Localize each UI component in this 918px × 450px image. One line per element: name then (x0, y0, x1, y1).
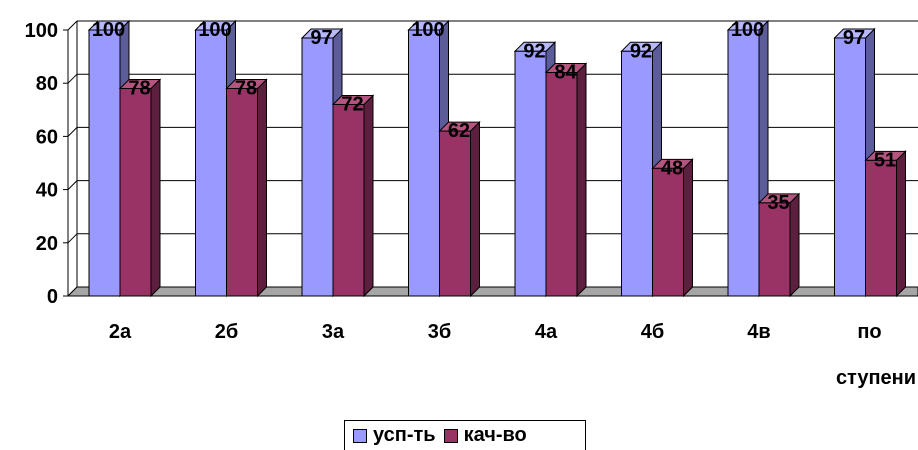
gridline-depth (67, 73, 78, 84)
legend: усп-ть кач-во (344, 420, 586, 450)
x-category-label: 4а (535, 321, 558, 343)
gridline-depth (67, 233, 78, 244)
bar-front (88, 29, 121, 297)
legend-label-series-1: кач-во (463, 424, 527, 446)
x-category-label: 2а (109, 321, 132, 343)
bar-front (119, 88, 152, 297)
legend-label-series-0: усп-ть (373, 424, 436, 446)
data-label-усп-ть-3б: 100 (411, 19, 444, 41)
bar-кач-во-2б (225, 78, 268, 298)
bar-side (257, 78, 267, 298)
x-category-label: 3а (322, 321, 345, 343)
gridline-depth (67, 180, 78, 190)
x-category-label: 3б (428, 321, 451, 343)
bar-front (408, 29, 440, 297)
chart-walls (67, 21, 78, 296)
bar-front (545, 72, 578, 297)
bar-side (789, 192, 800, 298)
data-label-кач-во-4а: 84 (554, 62, 577, 84)
y-axis-ticks: 0 20 40 60 80 100 (25, 20, 68, 308)
x-category-label: 2б (215, 321, 238, 343)
y-tick-label: 20 (36, 233, 58, 255)
gridline-depth (67, 20, 78, 31)
bar-side (576, 62, 587, 298)
bar-side (150, 78, 161, 298)
bar-front (652, 167, 684, 297)
x-axis-categories: 2а 2б 3а 3б 4а 4б 4в по ступени (109, 321, 916, 389)
data-label-кач-во-4в: 35 (767, 192, 789, 214)
bar-front (301, 37, 334, 297)
data-label-усп-ть-4в: 100 (731, 19, 764, 41)
bar-side (683, 158, 693, 298)
y-tick-label: 80 (36, 73, 58, 95)
legend-item-series-0: усп-ть (353, 424, 436, 447)
data-label-кач-во-2а: 78 (128, 78, 150, 100)
legend-swatch-series-0 (353, 428, 367, 443)
data-label-кач-во-3б: 62 (448, 120, 470, 142)
bar-front (621, 50, 653, 297)
bar-side (363, 94, 374, 298)
bar-front (758, 202, 791, 297)
y-tick-label: 40 (36, 180, 58, 202)
y-tick-label: 100 (25, 20, 58, 42)
bar-кач-во-2а (118, 78, 162, 298)
bar-front (834, 37, 866, 297)
x-category-label: 4в (747, 321, 770, 343)
bar-side (470, 120, 480, 298)
legend-swatch-series-1 (443, 428, 458, 443)
bar-кач-во-3а (331, 94, 375, 298)
bar-кач-во-4б (651, 158, 694, 298)
y-tick-label: 60 (36, 126, 58, 148)
data-label-усп-ть-2б: 100 (198, 19, 231, 41)
bar-front (865, 159, 897, 297)
data-label-усп-ть-2а: 100 (92, 19, 125, 41)
y-tick-label: 0 (47, 286, 58, 308)
data-label-усп-ть-4а: 92 (523, 40, 545, 62)
bars (87, 19, 907, 298)
bar-кач-во-4а (544, 62, 588, 298)
data-label-усп-ть-3а: 97 (310, 27, 332, 49)
data-label-кач-во-по ступени: 51 (874, 149, 896, 171)
bar-кач-во-по ступени (864, 150, 907, 298)
bar-front (514, 50, 547, 297)
bar-front (727, 29, 760, 297)
bar-front (195, 29, 227, 297)
data-label-кач-во-2б: 78 (235, 78, 257, 100)
data-label-кач-во-3а: 72 (341, 93, 363, 115)
x-category-label: по (857, 321, 881, 343)
bar-side (896, 150, 906, 298)
x-category-label: 4б (641, 321, 664, 343)
bar-кач-во-4в (757, 192, 801, 298)
x-category-label: ступени (836, 367, 916, 389)
bar-chart: 0 20 40 60 80 100 100 78 100 78 97 72 100 62 92 84 92 48… (25, 19, 918, 389)
bar-front (226, 88, 258, 297)
data-labels: 100 78 100 78 97 72 100 62 92 84 92 48 100 35 97 51 (92, 19, 896, 214)
bar-front (332, 103, 365, 297)
gridline-depth (67, 127, 78, 137)
bar-кач-во-3б (438, 120, 481, 298)
data-label-кач-во-4б: 48 (661, 157, 683, 179)
bar-front (439, 130, 471, 297)
data-label-усп-ть-4б: 92 (630, 40, 652, 62)
data-label-усп-ть-по ступени: 97 (843, 27, 865, 49)
legend-item-series-1: кач-во (443, 424, 527, 447)
